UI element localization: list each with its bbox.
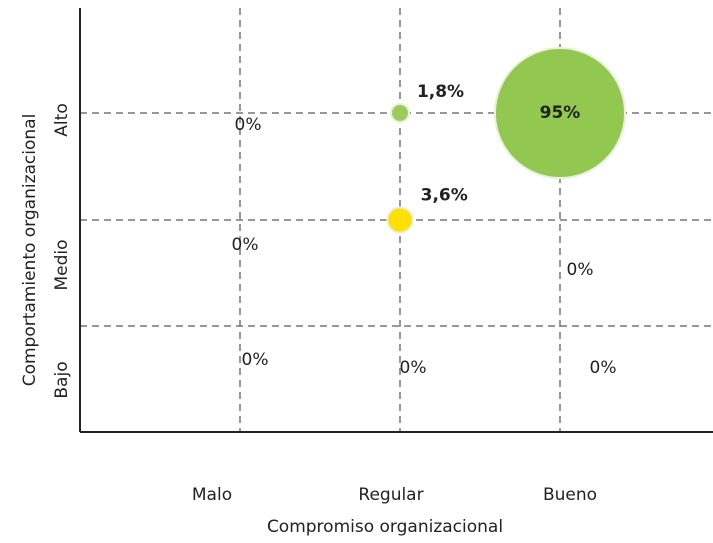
data-label: 0% xyxy=(235,115,262,135)
data-label: 0% xyxy=(567,260,594,280)
x-tick-label: Malo xyxy=(192,485,232,505)
data-label: 0% xyxy=(232,235,259,255)
data-label: 0% xyxy=(242,350,269,370)
y-tick-label: Bajo xyxy=(52,361,72,398)
y-axis-title: Comportamiento organizacional xyxy=(20,114,40,387)
x-tick-label: Bueno xyxy=(543,485,597,505)
bubble xyxy=(494,47,626,179)
y-tick-label: Medio xyxy=(52,239,72,290)
bubble xyxy=(386,206,414,234)
data-label: 95% xyxy=(540,103,581,123)
y-tick-label: Alto xyxy=(52,103,72,136)
bubble xyxy=(390,103,410,123)
data-label: 3,6% xyxy=(421,185,468,205)
data-label: 0% xyxy=(400,358,427,378)
x-axis-title: Compromiso organizacional xyxy=(267,517,503,537)
x-tick-label: Regular xyxy=(358,485,423,505)
data-label: 1,8% xyxy=(417,82,464,102)
data-label: 0% xyxy=(590,358,617,378)
